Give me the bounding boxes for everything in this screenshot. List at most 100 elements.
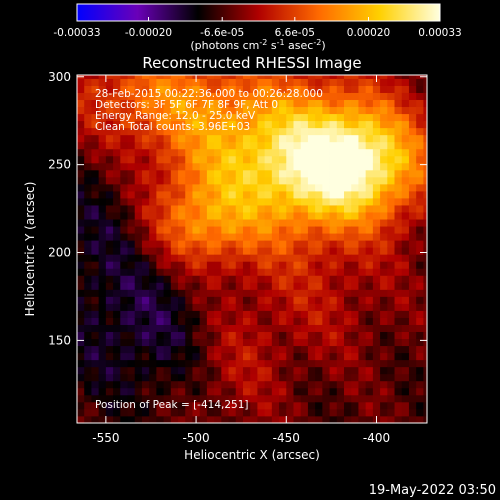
plot-frame (76, 74, 428, 424)
heatmap-cell (170, 310, 179, 318)
heatmap-cell (206, 289, 215, 297)
heatmap-cell (329, 198, 338, 206)
heatmap-cell (307, 148, 316, 157)
heatmap-cell (127, 162, 136, 171)
heatmap-cell (206, 303, 215, 311)
heatmap-cell (170, 296, 179, 304)
heatmap-cell (214, 338, 222, 347)
heatmap-cell (113, 254, 121, 262)
heatmap-cell (307, 226, 316, 234)
heatmap-cell (322, 268, 330, 276)
heatmap-cell (242, 75, 251, 79)
heatmap-cell (423, 183, 427, 192)
heatmap-cell (163, 338, 172, 347)
heatmap-cell (170, 233, 179, 241)
heatmap-cell (250, 415, 258, 423)
heatmap-cell (372, 233, 381, 241)
heatmap-cell (358, 113, 367, 122)
heatmap-cell (77, 296, 85, 304)
heatmap-cell (365, 408, 374, 417)
heatmap-cell (134, 387, 143, 396)
heatmap-cell (221, 331, 229, 340)
heatmap-cell (98, 212, 107, 220)
heatmap-cell (113, 289, 121, 297)
heatmap-cell (408, 268, 417, 276)
heatmap-cell (257, 212, 266, 220)
heatmap-cell (170, 120, 179, 129)
heatmap-cell (84, 394, 92, 403)
heatmap-cell (264, 212, 273, 220)
heatmap-cell (351, 247, 359, 255)
heatmap-cell (214, 380, 222, 389)
heatmap-cell (127, 99, 136, 108)
heatmap-cell (141, 198, 150, 206)
heatmap-cell (279, 317, 287, 325)
heatmap-cell (344, 310, 352, 318)
heatmap-cell (221, 127, 229, 136)
heatmap-cell (199, 387, 208, 396)
heatmap-cell (358, 282, 367, 290)
heatmap-cell (134, 155, 143, 164)
heatmap-cell (84, 212, 92, 220)
heatmap-cell (329, 75, 338, 79)
heatmap-cell (192, 366, 201, 375)
heatmap-cell (387, 85, 395, 93)
heatmap-cell (322, 183, 330, 192)
heatmap-cell (336, 120, 345, 129)
heatmap-cell (394, 176, 403, 185)
heatmap-cell (315, 226, 323, 234)
heatmap-cell (351, 85, 359, 93)
heatmap-cell (257, 387, 266, 396)
heatmap-cell (134, 78, 143, 86)
heatmap-cell (394, 408, 403, 417)
heatmap-cell (264, 366, 273, 375)
heatmap-cell (221, 254, 229, 262)
heatmap-cell (156, 261, 164, 269)
heatmap-cell (329, 415, 338, 423)
heatmap-cell (221, 408, 229, 417)
heatmap-cell (271, 331, 280, 340)
heatmap-cell (293, 176, 302, 185)
heatmap-cell (91, 226, 100, 234)
heatmap-cell (423, 113, 427, 122)
heatmap-cell (307, 169, 316, 178)
heatmap-cell (423, 317, 427, 325)
heatmap-cell (401, 240, 410, 248)
heatmap-cell (206, 387, 215, 396)
heatmap-cell (221, 169, 229, 178)
heatmap-cell (192, 387, 201, 396)
heatmap-cell (214, 78, 222, 86)
heatmap-cell (170, 78, 179, 86)
heatmap-cell (105, 85, 114, 93)
heatmap-cell (156, 141, 164, 150)
heatmap-cell (156, 198, 164, 206)
heatmap-cell (264, 75, 273, 79)
heatmap-cell (77, 359, 85, 368)
heatmap-cell (235, 394, 244, 403)
heatmap-cell (141, 268, 150, 276)
heatmap-cell (98, 310, 107, 318)
heatmap-cell (178, 359, 186, 368)
heatmap-cell (170, 275, 179, 283)
heatmap-cell (358, 205, 367, 213)
heatmap-cell (416, 303, 424, 311)
heatmap-cell (380, 106, 388, 115)
heatmap-cell (401, 198, 410, 206)
heatmap-cell (141, 176, 150, 185)
heatmap-cell (134, 134, 143, 143)
heatmap-cell (228, 415, 237, 423)
heatmap-cell (235, 191, 244, 199)
heatmap-cell (307, 240, 316, 248)
heatmap-cell (286, 162, 294, 171)
heatmap-cell (178, 296, 186, 304)
heatmap-cell (77, 345, 85, 354)
heatmap-cell (351, 162, 359, 171)
heatmap-cell (156, 331, 164, 340)
heatmap-cell (351, 141, 359, 150)
heatmap-cell (408, 303, 417, 311)
heatmap-cell (408, 373, 417, 382)
heatmap-cell (257, 205, 266, 213)
heatmap-cell (286, 148, 294, 157)
heatmap-cell (351, 261, 359, 269)
heatmap-cell (105, 169, 114, 178)
